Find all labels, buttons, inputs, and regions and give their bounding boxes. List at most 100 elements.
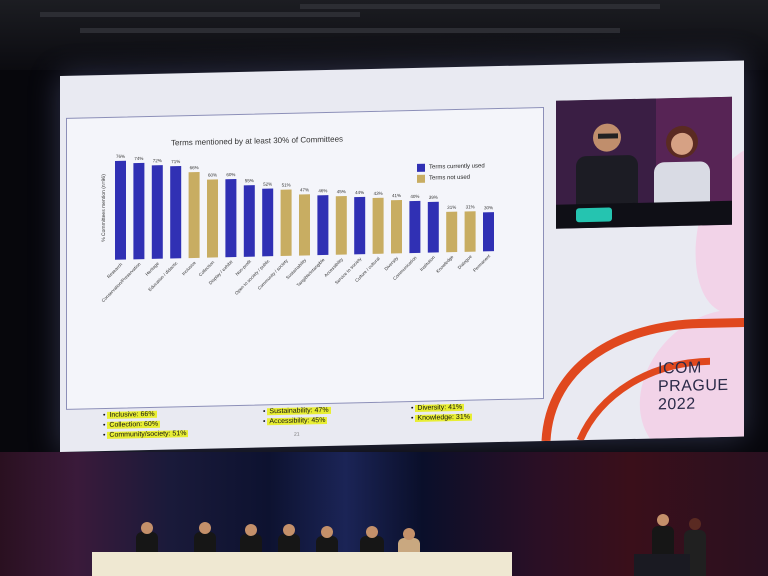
panelist-head: [366, 526, 378, 538]
bar-value-label: 60%: [226, 172, 235, 177]
category-tick-label: Conservation/Preservation: [101, 261, 142, 303]
bar-7: [243, 185, 255, 257]
panelist-head: [283, 524, 295, 536]
bullet-item: • Sustainability: 47%: [263, 406, 331, 416]
bar-20: [483, 212, 494, 252]
podium: [634, 554, 690, 576]
category-tick-label: Collection: [198, 259, 216, 277]
legend-label-used: Terms currently used: [429, 163, 485, 171]
bar-value-label: 40%: [410, 194, 419, 199]
slide-panel: % Committees mention (n=96) 76% Research 74…: [66, 107, 544, 439]
y-axis-label: % Committees mention (n=96): [101, 174, 107, 242]
video-frame: [556, 96, 732, 229]
panel-table: [92, 552, 512, 576]
speaker-head: [657, 514, 669, 526]
bar-value-label: 60%: [208, 172, 217, 177]
category-tick-label: Inclusive: [181, 260, 197, 276]
panelist: [360, 536, 384, 554]
speaker-head: [689, 518, 701, 530]
bar-16: [409, 200, 421, 254]
ceiling-beam: [40, 12, 360, 17]
bar-value-label: 45%: [337, 189, 346, 194]
ceiling-beam: [80, 28, 620, 33]
bar-15: [391, 199, 402, 254]
bar-12: [335, 195, 347, 255]
bar-value-label: 76%: [116, 154, 125, 159]
bar-1: [133, 162, 145, 260]
bar-11: [317, 195, 329, 256]
bullet-item: • Collection: 60%: [103, 420, 161, 430]
bar-13: [354, 196, 366, 255]
legend-item-not-used: Terms not used: [417, 173, 485, 183]
panelist-head: [403, 528, 415, 540]
bar-value-label: 39%: [429, 195, 438, 200]
panelist: [398, 538, 420, 554]
legend-item-used: Terms currently used: [417, 162, 485, 172]
bar-value-label: 43%: [374, 191, 383, 196]
bar-value-label: 55%: [245, 178, 254, 183]
bullet-column-2: • Sustainability: 47% • Accessibility: 4…: [263, 406, 331, 429]
page-number: 21: [294, 431, 300, 438]
bullet-item: • Inclusive: 66%: [103, 410, 157, 420]
panelist-head: [199, 522, 211, 534]
bar-6: [225, 178, 237, 258]
category-tick-label: Non-profit: [234, 258, 252, 276]
bar-value-label: 66%: [190, 165, 199, 170]
bar-10: [299, 194, 310, 256]
bullet-item: • Community/society: 51%: [103, 430, 189, 440]
category-tick-label: Community / society: [257, 258, 290, 291]
chart-legend: Terms currently used Terms not used: [417, 162, 485, 186]
bar-value-label: 71%: [171, 159, 180, 164]
category-tick-label: Institution: [419, 254, 437, 272]
category-tick-label: Knowledge: [435, 254, 455, 274]
bar-value-label: 31%: [466, 204, 475, 209]
bar-value-label: 46%: [318, 188, 327, 193]
projection-screen: % Committees mention (n=96) 76% Research 74…: [60, 60, 744, 452]
bar-8: [262, 188, 274, 257]
bar-17: [427, 201, 439, 253]
panelist-head: [245, 524, 257, 536]
bar-2: [151, 165, 163, 259]
category-tick-label: Dialogue: [457, 254, 473, 271]
bar-5: [207, 179, 218, 258]
legend-label-not-used: Terms not used: [429, 174, 471, 182]
bullet-item: • Diversity: 41%: [411, 403, 465, 413]
bar-3: [170, 165, 182, 259]
speaker-female-head: [671, 132, 693, 155]
ceiling: [0, 0, 768, 70]
bar-value-label: 51%: [282, 182, 291, 187]
panelist: [136, 532, 158, 554]
bar-value-label: 30%: [484, 205, 493, 210]
bar-4: [188, 172, 200, 259]
orange-arc: [541, 317, 744, 442]
bar-9: [280, 189, 292, 256]
bar-chart: % Committees mention (n=96) 76% Research 74…: [101, 154, 494, 303]
bullet-item: • Accessibility: 45%: [263, 416, 328, 426]
speaker-male-glasses: [598, 133, 618, 139]
bullet-column-1: • Inclusive: 66% • Collection: 60% • Com…: [103, 410, 189, 442]
pink-wave: [639, 60, 744, 439]
bar-0: [115, 160, 126, 260]
bar-value-label: 74%: [134, 156, 143, 161]
category-tick-label: Research: [106, 261, 124, 279]
legend-swatch-not-used: [417, 174, 425, 183]
ceiling-beam: [300, 4, 660, 9]
bar-14: [372, 197, 384, 254]
speaker-video-feed: [556, 96, 732, 229]
bar-value-label: 72%: [153, 158, 162, 163]
panelist: [240, 534, 262, 554]
bullet-column-3: • Diversity: 41% • Knowledge: 31%: [411, 403, 472, 425]
bar-19: [464, 211, 476, 252]
bar-value-label: 44%: [355, 190, 364, 195]
panelist: [278, 534, 300, 554]
icom-prague-logo: ICOM PRAGUE 2022: [658, 359, 729, 414]
bullet-item: • Knowledge: 31%: [411, 413, 472, 423]
legend-swatch-used: [417, 163, 425, 172]
bar-value-label: 31%: [447, 205, 456, 210]
panelist: [194, 532, 216, 554]
panelist-head: [321, 526, 333, 538]
lectern-screen: [576, 207, 612, 223]
category-tick-label: Permanent: [472, 253, 492, 273]
orange-arc-inner: [576, 357, 711, 442]
category-tick-label: Heritage: [144, 261, 160, 277]
